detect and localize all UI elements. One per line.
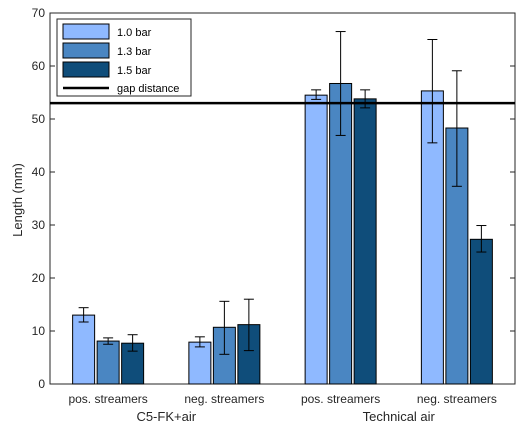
y-tick-label: 50 <box>32 112 46 126</box>
legend-label: 1.0 bar <box>117 27 152 39</box>
bar <box>353 98 377 385</box>
legend-label: 1.3 bar <box>117 46 152 58</box>
bar <box>72 314 96 385</box>
legend-swatch <box>62 61 110 78</box>
x-tick-label: neg. streamers <box>417 392 497 406</box>
legend-swatch <box>62 23 110 40</box>
group-label: C5-FK+air <box>136 409 196 424</box>
x-tick-label: neg. streamers <box>184 392 264 406</box>
bar <box>469 238 493 385</box>
bar <box>96 340 120 385</box>
legend-label: gap distance <box>117 83 179 95</box>
y-tick-label: 40 <box>32 165 46 179</box>
x-tick-label: pos. streamers <box>68 392 147 406</box>
y-tick-label: 0 <box>38 377 45 391</box>
y-tick-label: 10 <box>32 324 46 338</box>
legend-label: 1.5 bar <box>117 65 152 77</box>
y-axis-title: Length (mm) <box>10 163 25 237</box>
bar <box>188 341 212 385</box>
y-tick-label: 60 <box>32 59 46 73</box>
x-tick-label: pos. streamers <box>301 392 380 406</box>
y-tick-label: 70 <box>32 6 46 20</box>
group-label: Technical air <box>363 409 436 424</box>
legend-swatch <box>62 42 110 59</box>
y-tick-label: 20 <box>32 271 46 285</box>
bar <box>304 94 328 385</box>
y-tick-label: 30 <box>32 218 46 232</box>
